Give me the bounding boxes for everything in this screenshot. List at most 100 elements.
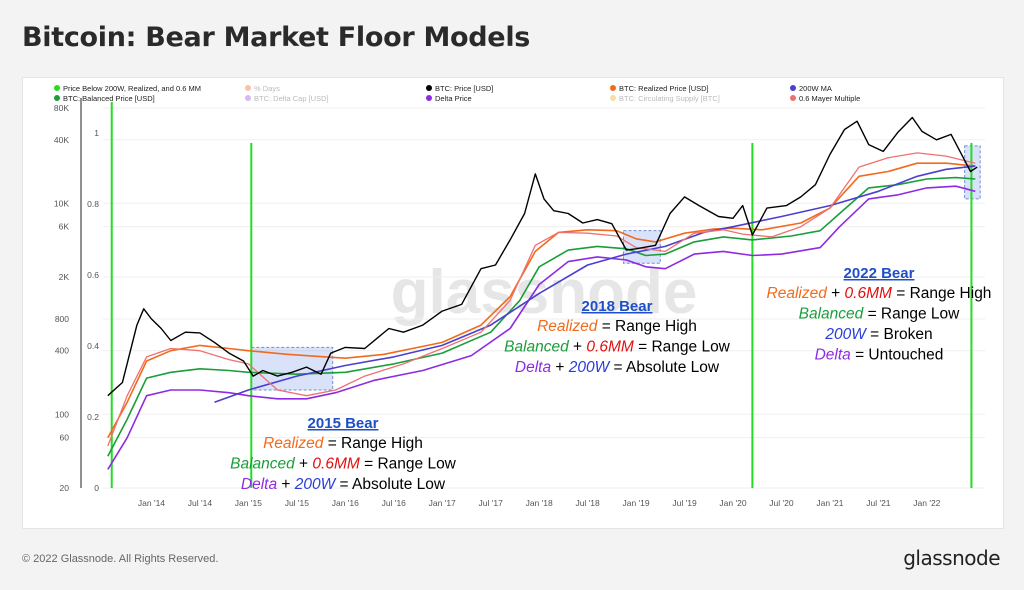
x-tick-label: Jan '17 — [429, 498, 456, 508]
y-tick-label-right: 0.2 — [87, 412, 99, 422]
series-line — [107, 152, 976, 447]
legend-label: BTC: Price [USD] — [435, 84, 493, 93]
annotation-segment: = Absolute Low — [335, 476, 446, 493]
y-tick-label-right: 0.8 — [87, 199, 99, 209]
series-line — [107, 176, 976, 457]
annotation-segment: = Range Low — [863, 306, 960, 323]
annotation-segment: = Broken — [866, 326, 933, 343]
annotation-segment: = Range High — [892, 285, 992, 302]
legend-marker — [610, 85, 616, 91]
annotation-line: Balanced + 0.6MM = Range Low — [504, 339, 731, 356]
annotation-segment: + — [277, 476, 295, 493]
x-tick-label: Jan '16 — [332, 498, 359, 508]
series-line — [214, 165, 976, 403]
annotation-segment: 0.6MM — [845, 285, 892, 302]
annotation-segment: Delta — [515, 359, 552, 376]
copyright-footer: © 2022 Glassnode. All Rights Reserved. — [22, 553, 219, 565]
brand-logo: glassnode — [903, 546, 1000, 570]
x-tick-label: Jan '20 — [719, 498, 746, 508]
y-tick-label-left: 40K — [54, 135, 69, 145]
annotation-segment: + — [295, 456, 313, 473]
annotation-segment: Balanced — [799, 306, 865, 323]
annotation-line: Balanced = Range Low — [799, 306, 961, 323]
annotation-segment: + — [569, 339, 587, 356]
annotation-line: Realized = Range High — [537, 318, 697, 335]
x-tick-label: Jul '19 — [672, 498, 697, 508]
legend-label: 0.6 Mayer Multiple — [799, 94, 860, 103]
y-tick-label-left: 20 — [60, 483, 70, 493]
x-tick-label: Jul '17 — [479, 498, 504, 508]
annotation-segment: Realized — [263, 435, 325, 452]
annotation-segment: = Range Low — [634, 339, 731, 356]
y-tick-label-right: 1 — [94, 128, 99, 138]
annotation-segment: Delta — [815, 347, 852, 364]
y-tick-label-left: 2K — [59, 272, 70, 282]
bear-range-box — [250, 346, 334, 391]
annotation-segment: 200W — [294, 476, 337, 493]
annotation-segment: Delta — [241, 476, 278, 493]
legend-label: BTC: Balanced Price [USD] — [63, 94, 155, 103]
series-line — [107, 116, 978, 397]
legend-marker — [426, 95, 432, 101]
x-tick-label: Jan '15 — [235, 498, 262, 508]
x-tick-label: Jan '19 — [622, 498, 649, 508]
legend-label: BTC: Delta Cap [USD] — [254, 94, 329, 103]
legend-marker — [54, 95, 60, 101]
annotation-segment: = Range High — [323, 435, 423, 452]
annotation-line: Delta + 200W = Absolute Low — [515, 359, 720, 376]
annotation-line: 200W = Broken — [824, 326, 932, 343]
annotation-segment: = Range Low — [360, 456, 457, 473]
legend-marker — [245, 95, 251, 101]
annotation-segment: = Absolute Low — [609, 359, 720, 376]
x-tick-label: Jul '15 — [285, 498, 310, 508]
annotation-segment: 200W — [568, 359, 611, 376]
x-tick-label: Jan '18 — [526, 498, 553, 508]
y-tick-label-right: 0 — [94, 483, 99, 493]
legend-marker — [790, 95, 796, 101]
legend-label: Delta Price — [435, 94, 472, 103]
x-tick-label: Jan '14 — [138, 498, 165, 508]
annotation-heading: 2018 Bear — [582, 298, 653, 315]
legend-marker — [54, 85, 60, 91]
y-tick-label-left: 100 — [55, 409, 69, 419]
legend-marker — [790, 85, 796, 91]
annotation-segment: = Range High — [597, 318, 697, 335]
annotation-segment: + — [827, 285, 845, 302]
chart-panel: glassnode 80K 40K 10K 6K 2K 800 400 100 60 20 1 0.8 0… — [22, 77, 1004, 529]
annotation-segment: + — [551, 359, 569, 376]
legend-marker — [610, 95, 616, 101]
annotation-heading: 2022 Bear — [844, 265, 915, 282]
annotation-line: Delta = Untouched — [815, 347, 944, 364]
y-tick-label-left: 400 — [55, 346, 69, 356]
x-tick-label: Jul '16 — [382, 498, 407, 508]
annotation-heading: 2015 Bear — [308, 415, 379, 432]
chart: glassnode 80K 40K 10K 6K 2K 800 400 100 60 20 1 0.8 0… — [54, 84, 992, 508]
legend-label: Price Below 200W, Realized, and 0.6 MM — [63, 84, 201, 93]
y-tick-label-left: 800 — [55, 314, 69, 324]
legend-label: BTC: Circulating Supply [BTC] — [619, 94, 720, 103]
x-tick-label: Jul '21 — [866, 498, 891, 508]
annotation-line: Realized + 0.6MM = Range High — [767, 285, 992, 302]
annotation-line: Realized = Range High — [263, 435, 423, 452]
x-tick-label: Jan '22 — [913, 498, 940, 508]
annotation-segment: Balanced — [504, 339, 570, 356]
watermark: glassnode — [391, 258, 698, 327]
y-tick-label-right: 0.6 — [87, 270, 99, 280]
annotation-line: Delta + 200W = Absolute Low — [241, 476, 446, 493]
annotation-segment: Realized — [767, 285, 829, 302]
annotation-segment: Realized — [537, 318, 599, 335]
series-line — [107, 185, 976, 470]
annotation-segment: Balanced — [230, 456, 296, 473]
annotation-segment: 200W — [824, 326, 867, 343]
x-tick-label: Jul '20 — [769, 498, 794, 508]
annotation-segment: = Untouched — [851, 347, 944, 364]
annotation-segment: 0.6MM — [312, 456, 359, 473]
x-tick-label: Jul '18 — [575, 498, 600, 508]
legend-label: BTC: Realized Price [USD] — [619, 84, 709, 93]
y-tick-label-right: 0.4 — [87, 341, 99, 351]
page-title: Bitcoin: Bear Market Floor Models — [22, 22, 531, 53]
legend-label: % Days — [254, 84, 280, 93]
x-tick-label: Jan '21 — [816, 498, 843, 508]
x-tick-label: Jul '14 — [188, 498, 213, 508]
annotation-line: Balanced + 0.6MM = Range Low — [230, 456, 457, 473]
